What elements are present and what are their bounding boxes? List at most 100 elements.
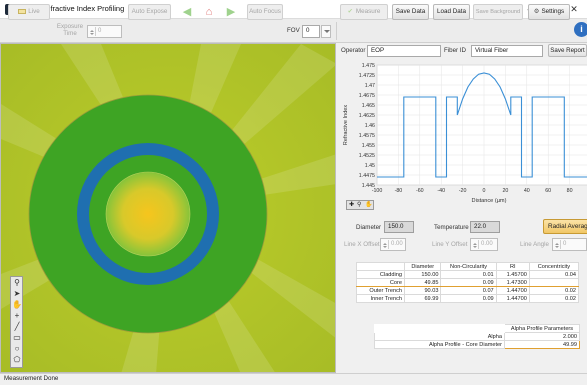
pan-icon[interactable]: ✋	[12, 300, 22, 309]
table-cell: 0.04	[528, 270, 580, 279]
temperature-value[interactable]: 22.0	[470, 221, 500, 233]
x-tick-label: 0	[483, 188, 486, 194]
diameter-label: Diameter	[356, 224, 382, 231]
line-angle-label: Line Angle	[520, 241, 549, 248]
measure-button[interactable]: ✔ Measure	[340, 4, 388, 20]
spinner-icon[interactable]	[472, 240, 479, 249]
table-cell: 0.01	[440, 270, 497, 279]
table-cell: 49.99	[504, 340, 580, 349]
point-tool-icon[interactable]: +	[14, 311, 20, 320]
table-header: Non-Circularity	[440, 262, 497, 271]
table-cell: 2.000	[504, 332, 580, 341]
table-row: Inner Trench 69.99 0.09 1.44700 0.02	[356, 294, 580, 303]
y-tick-label: 1.46	[365, 123, 375, 129]
refractive-index-series	[377, 72, 587, 178]
line-angle-input[interactable]: 0	[552, 238, 587, 251]
x-tick-label: 40	[524, 188, 530, 194]
settings-label: Settings	[541, 8, 565, 15]
zoom-icon[interactable]: ⚲	[357, 202, 362, 208]
live-button[interactable]: Live	[8, 4, 50, 20]
diameter-value[interactable]: 150.0	[384, 221, 414, 233]
table-cell: 0.07	[440, 286, 497, 295]
table-cell: 90.03	[403, 286, 442, 295]
auto-focus-button[interactable]: Auto Focus	[247, 4, 283, 20]
fov-dropdown[interactable]	[321, 25, 331, 38]
arrow-right-icon[interactable]: ▶	[226, 6, 236, 18]
line-y-offset-value: 0.00	[481, 241, 493, 247]
spinner-icon[interactable]	[554, 240, 561, 249]
table-cell: 0.09	[440, 278, 497, 287]
measure-label: Measure	[355, 8, 381, 15]
table-cell: Alpha	[374, 332, 505, 341]
y-tick-label: 1.465	[362, 103, 375, 109]
line-x-offset-label: Line X Offset	[344, 241, 380, 248]
save-data-button[interactable]: Save Data	[392, 4, 429, 20]
rectangle-tool-icon[interactable]: ▭	[13, 333, 21, 342]
table-header-row: Diameter Non-Circularity RI Concentricit…	[356, 262, 580, 271]
crosshair-icon[interactable]: ✚	[349, 202, 355, 208]
fiber-image-view[interactable]	[0, 43, 336, 373]
line-y-offset-input[interactable]: 0.00	[470, 238, 498, 251]
home-icon[interactable]: ⌂	[205, 6, 213, 18]
y-tick-label: 1.4675	[359, 93, 375, 99]
cursor-icon[interactable]: ➤	[13, 289, 21, 298]
table-cell: 69.99	[403, 294, 442, 303]
arrow-left-icon[interactable]: ◀	[182, 6, 192, 18]
fov-input[interactable]: 0	[302, 25, 320, 38]
y-tick-label: 1.4725	[359, 73, 375, 79]
radial-average-button[interactable]: Radial Average	[543, 219, 587, 234]
auto-expose-button[interactable]: Auto Expose	[128, 4, 171, 20]
spinner-icon[interactable]	[89, 27, 96, 36]
table-cell: 1.47300	[495, 278, 530, 287]
exposure-time-label: Exposure Time	[56, 23, 84, 37]
circle-tool-icon[interactable]: ○	[14, 344, 20, 353]
line-tool-icon[interactable]: ╱	[14, 322, 20, 331]
table-cell: 150.00	[403, 270, 442, 279]
table-cell: Inner Trench	[356, 294, 405, 303]
y-tick-label: 1.4575	[359, 133, 375, 139]
pan-icon[interactable]: ✋	[365, 202, 373, 208]
line-angle-value: 0	[563, 241, 567, 247]
x-tick-label: 80	[567, 188, 573, 194]
y-axis-label: Refractive Index	[343, 105, 349, 146]
refractive-index-chart: 1.475 1.4725 1.47 1.4675 1.465 1.4625 1.46 1.45…	[339, 60, 587, 210]
save-background-button[interactable]: Save Background	[473, 4, 523, 20]
table-row: Core 49.85 0.09 1.47300	[356, 278, 580, 287]
y-tick-label: 1.475	[362, 63, 375, 69]
table-cell: 1.44700	[495, 294, 530, 303]
line-x-offset-input[interactable]: 0.00	[380, 238, 406, 251]
load-data-button[interactable]: Load Data	[433, 4, 470, 20]
y-tick-label: 1.4525	[359, 153, 375, 159]
line-y-offset-label: Line Y Offset	[432, 241, 468, 248]
fiber-id-input[interactable]: Virtual Fiber	[471, 45, 543, 57]
polygon-tool-icon[interactable]: ⬠	[13, 355, 21, 364]
refractive-index-plot: 1.475 1.4725 1.47 1.4675 1.465 1.4625 1.46 1.45…	[343, 63, 587, 204]
graph-palette: ✚ ⚲ ✋	[346, 200, 374, 210]
info-icon: i	[574, 22, 587, 37]
close-button[interactable]: ✕	[570, 4, 578, 14]
save-report-button[interactable]: Save Report	[548, 44, 587, 57]
camera-icon	[18, 9, 27, 14]
table-header: RI	[495, 262, 530, 271]
zoom-icon[interactable]: ⚲	[14, 278, 20, 287]
exposure-time-input[interactable]: 0	[87, 25, 122, 38]
help-button[interactable]: i	[574, 22, 587, 39]
table-row: Cladding 150.00 0.01 1.45700 0.04	[356, 270, 580, 279]
table-cell	[528, 278, 580, 287]
temperature-label: Temperature	[434, 224, 469, 231]
line-x-offset-value: 0.00	[391, 241, 403, 247]
table-cell: Outer Trench	[356, 286, 405, 295]
table-header	[356, 262, 405, 271]
table-cell: 1.45700	[495, 270, 530, 279]
gear-icon: ⚙	[533, 8, 540, 15]
table-header-row: Alpha Profile Parameters	[374, 324, 580, 333]
y-tick-label: 1.4625	[359, 113, 375, 119]
spinner-icon[interactable]	[382, 240, 389, 249]
x-tick-label: -20	[459, 188, 467, 194]
settings-button[interactable]: ⚙ Settings	[528, 4, 570, 20]
operator-input[interactable]: EOP	[367, 45, 441, 57]
exposure-time-value: 0	[98, 28, 102, 34]
alpha-profile-table: Alpha Profile Parameters Alpha 2.000 Alp…	[374, 324, 580, 349]
x-tick-label: -40	[437, 188, 445, 194]
table-cell: 49.85	[403, 278, 442, 287]
